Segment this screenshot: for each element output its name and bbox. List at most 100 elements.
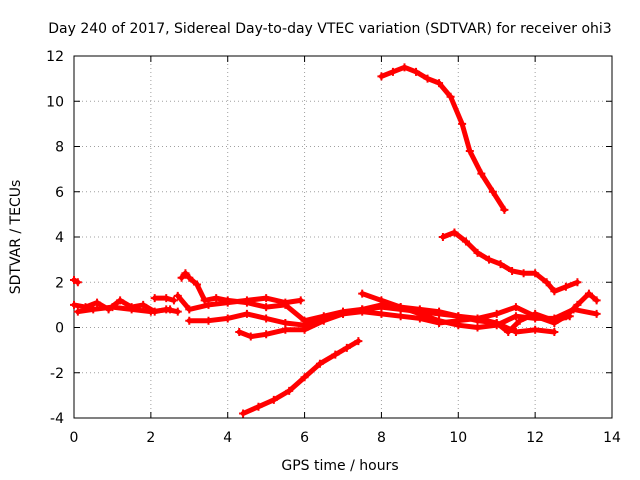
data-point-s6: [262, 294, 271, 303]
data-point-s11: [500, 205, 509, 214]
data-point-s12: [531, 269, 540, 278]
data-point-s2: [173, 307, 182, 316]
y-tick-label: 4: [55, 230, 64, 246]
data-point-s10: [239, 409, 248, 418]
data-point-s12: [461, 237, 470, 246]
data-point-s7: [223, 314, 232, 323]
data-point-s8: [377, 309, 386, 318]
data-point-s2: [70, 300, 78, 309]
data-point-s3: [127, 305, 136, 314]
data-point-s6: [296, 296, 305, 305]
data-point-s1: [73, 278, 82, 287]
data-point-s12: [573, 278, 582, 287]
data-point-s4: [150, 294, 159, 303]
data-point-s4: [169, 296, 178, 305]
x-tick-label: 6: [300, 430, 309, 446]
y-tick-label: 0: [55, 321, 64, 337]
data-point-s3: [89, 305, 98, 314]
data-point-s7: [281, 318, 290, 327]
data-point-s3: [146, 307, 155, 316]
data-point-s3: [73, 307, 82, 316]
data-point-s8: [492, 309, 501, 318]
data-point-s9: [569, 305, 578, 314]
data-point-s11: [388, 67, 397, 76]
data-point-s5: [212, 294, 221, 303]
data-point-s11: [412, 67, 421, 76]
data-point-s12: [485, 255, 494, 264]
data-point-s9: [396, 303, 405, 312]
x-tick-label: 14: [603, 430, 621, 446]
x-tick-label: 10: [449, 430, 467, 446]
data-point-s8: [235, 328, 244, 337]
y-tick-label: 10: [46, 94, 64, 110]
y-tick-label: 6: [55, 185, 64, 201]
data-point-s5: [185, 273, 194, 282]
x-tick-label: 2: [146, 430, 155, 446]
data-point-s10: [315, 359, 324, 368]
data-point-s11: [477, 169, 486, 178]
data-point-s8: [319, 316, 328, 325]
data-point-s10: [269, 395, 278, 404]
data-point-s10: [254, 402, 263, 411]
data-point-s9: [473, 323, 482, 332]
data-point-s5: [192, 280, 201, 289]
data-point-s11: [488, 187, 497, 196]
data-point-s10: [342, 343, 351, 352]
data-point-s7: [204, 316, 213, 325]
data-point-s8: [396, 312, 405, 321]
x-axis-label: GPS time / hours: [281, 458, 398, 474]
data-point-s12: [438, 233, 447, 241]
data-point-s9: [454, 321, 463, 330]
data-point-s9: [492, 321, 501, 330]
data-point-s4: [162, 294, 171, 303]
data-point-s7: [435, 307, 444, 316]
data-point-s3: [166, 305, 175, 314]
data-point-s8: [592, 296, 601, 305]
data-point-s11: [377, 72, 386, 81]
data-point-s10: [300, 373, 309, 382]
data-point-s5: [200, 296, 209, 305]
series-line-s11: [378, 64, 507, 213]
data-point-s11: [446, 92, 455, 101]
data-point-s10: [285, 386, 294, 395]
data-point-s7: [531, 325, 540, 334]
data-point-s9: [377, 296, 386, 305]
data-point-s8: [573, 300, 582, 309]
data-point-s8: [584, 289, 593, 298]
data-point-s11: [465, 147, 474, 156]
data-point-s11: [458, 119, 467, 128]
data-point-s6: [223, 298, 232, 307]
data-point-s8: [339, 309, 347, 318]
data-point-s9: [550, 314, 559, 323]
data-point-s5: [177, 273, 186, 282]
series-line-s8: [236, 291, 600, 340]
data-point-s8: [358, 307, 367, 316]
data-point-s3: [108, 303, 117, 312]
data-point-s12: [508, 266, 517, 275]
data-point-s6: [185, 305, 194, 314]
data-point-s2: [93, 298, 102, 307]
data-point-s12: [519, 269, 528, 278]
data-point-s9: [531, 314, 540, 323]
x-tick-label: 0: [70, 430, 79, 446]
data-point-s2: [139, 300, 148, 309]
data-point-s11: [435, 79, 444, 88]
data-point-s7: [550, 328, 559, 337]
y-tick-label: -4: [50, 411, 64, 427]
data-point-s9: [415, 309, 424, 318]
x-tick-label: 4: [223, 430, 232, 446]
data-point-s5: [181, 269, 190, 278]
series-group: [70, 63, 601, 418]
data-point-s11: [400, 63, 409, 72]
data-point-s12: [561, 282, 570, 291]
axis-ticks: 0 2 4 6 8 10 12 14 -4 -2 0 2 4 6 8 10 12: [46, 49, 621, 446]
y-tick-label: 8: [55, 140, 64, 156]
data-point-s6: [242, 296, 251, 305]
data-point-s8: [281, 325, 290, 334]
data-point-s12: [496, 260, 505, 269]
data-point-s9: [435, 316, 444, 325]
data-point-s6: [173, 291, 182, 300]
y-tick-label: 12: [46, 49, 64, 65]
data-point-s7: [185, 316, 194, 325]
